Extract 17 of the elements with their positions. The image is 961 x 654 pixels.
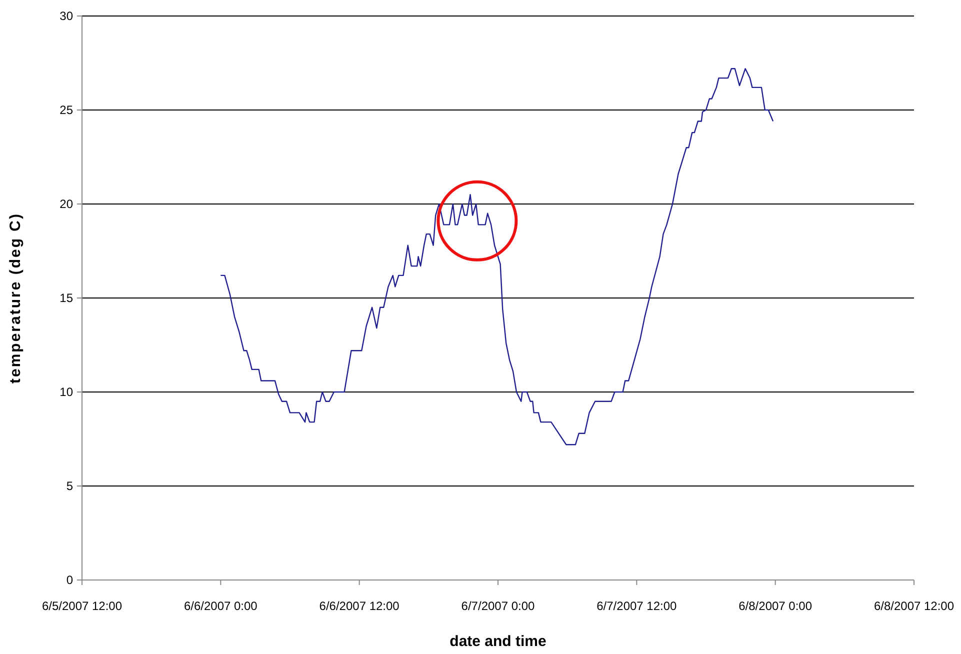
x-tick-label: 6/7/2007 0:00 xyxy=(461,599,536,613)
y-tick-label: 5 xyxy=(66,479,74,494)
x-tick-label: 6/8/2007 12:00 xyxy=(874,599,954,613)
y-axis-title: temperature (deg C) xyxy=(7,212,24,384)
y-tick-label: 0 xyxy=(66,573,74,588)
x-tick-label: 6/6/2007 0:00 xyxy=(184,599,258,613)
y-tick-label: 15 xyxy=(60,291,74,306)
y-tick-label: 10 xyxy=(60,385,74,400)
x-tick-label: 6/5/2007 12:00 xyxy=(42,599,122,613)
line-series xyxy=(220,68,774,446)
x-tick-label: 6/7/2007 12:00 xyxy=(596,599,678,613)
y-tick-label: 20 xyxy=(60,197,74,212)
x-axis-title: date and time xyxy=(450,633,546,650)
x-tick-label: 6/6/2007 12:00 xyxy=(319,599,400,613)
y-tick-label: 30 xyxy=(60,9,74,24)
y-tick-label: 25 xyxy=(60,103,74,118)
x-tick-label: 6/8/2007 0:00 xyxy=(738,599,812,613)
